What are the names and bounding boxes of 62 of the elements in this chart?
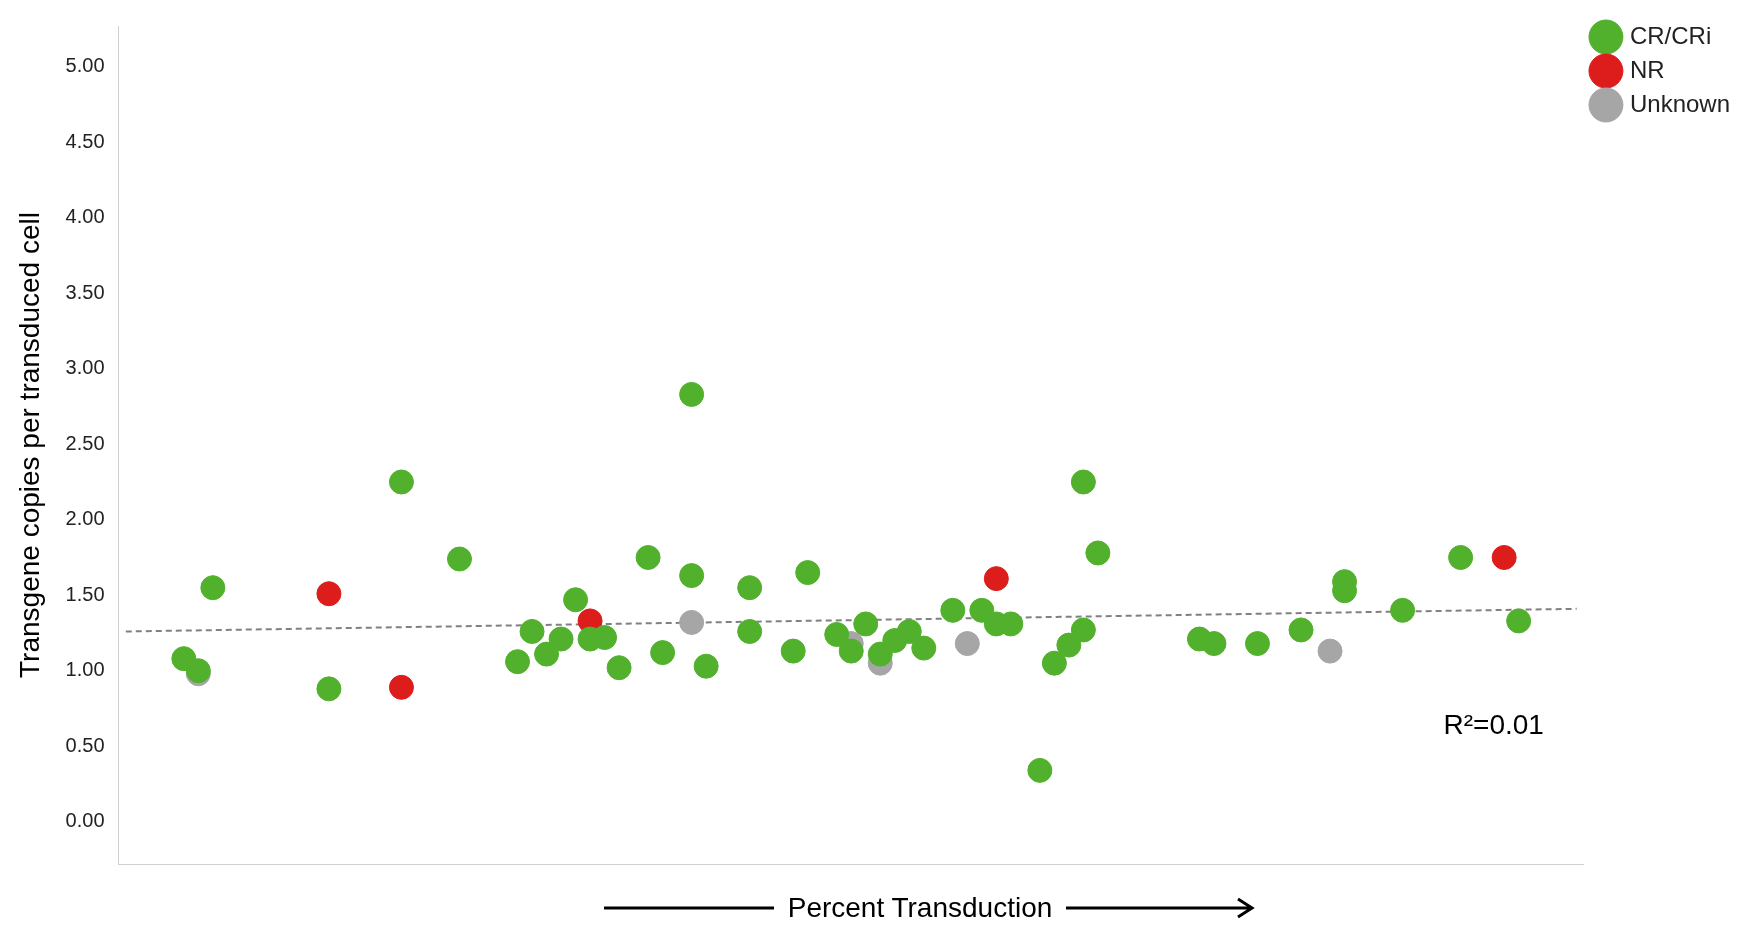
point xyxy=(954,631,980,657)
point xyxy=(867,641,893,667)
point xyxy=(1027,757,1053,783)
point xyxy=(1448,544,1474,570)
point xyxy=(1070,617,1096,643)
point xyxy=(635,544,661,570)
point xyxy=(940,597,966,623)
point xyxy=(388,674,414,700)
point xyxy=(679,381,705,407)
point xyxy=(824,621,850,647)
point xyxy=(519,618,545,644)
point xyxy=(780,638,806,664)
point xyxy=(983,566,1009,592)
point xyxy=(679,609,705,635)
point xyxy=(200,575,226,601)
point xyxy=(548,626,574,652)
point xyxy=(838,638,864,664)
point xyxy=(1201,631,1227,657)
point xyxy=(563,587,589,613)
point xyxy=(316,581,342,607)
y-tick-label: 3.00 xyxy=(65,356,105,379)
point xyxy=(606,655,632,681)
point xyxy=(679,563,705,589)
point xyxy=(1317,638,1343,664)
y-tick-label: 4.00 xyxy=(65,205,105,228)
y-tick-label: 0.00 xyxy=(65,809,105,832)
point xyxy=(1056,632,1082,658)
point xyxy=(1085,540,1111,566)
point xyxy=(446,546,472,572)
point xyxy=(1288,617,1314,643)
legend-label: Unknown xyxy=(1629,89,1731,117)
point xyxy=(316,676,342,702)
y-tick-label: 1.00 xyxy=(65,658,105,681)
point xyxy=(1491,544,1517,570)
legend-label: NR xyxy=(1629,55,1665,83)
point xyxy=(1506,608,1532,634)
point xyxy=(534,641,560,667)
point xyxy=(795,560,821,586)
point xyxy=(1070,469,1096,495)
point xyxy=(1390,597,1416,623)
point xyxy=(388,469,414,495)
point xyxy=(896,618,922,644)
annotation: R²=0.01 xyxy=(1443,709,1544,740)
y-tick-label: 4.50 xyxy=(65,129,105,152)
y-axis-title: Transgene copies per transduced cell xyxy=(13,212,45,678)
point xyxy=(1041,650,1067,676)
y-tick-label: 0.50 xyxy=(65,733,105,756)
point xyxy=(911,635,937,661)
y-tick-label: 3.50 xyxy=(65,280,105,303)
point xyxy=(693,653,719,679)
y-tick-label: 5.00 xyxy=(65,54,105,77)
y-tick-label: 1.50 xyxy=(65,582,105,605)
point xyxy=(737,575,763,601)
x-axis-title: Percent Transduction xyxy=(787,892,1053,924)
point xyxy=(1244,631,1270,657)
y-tick-label: 2.50 xyxy=(65,431,105,454)
legend-label: CR/CRi xyxy=(1629,21,1712,49)
point xyxy=(853,611,879,637)
point xyxy=(505,649,531,675)
point xyxy=(737,618,763,644)
point xyxy=(650,640,676,666)
y-tick-label: 2.00 xyxy=(65,507,105,530)
